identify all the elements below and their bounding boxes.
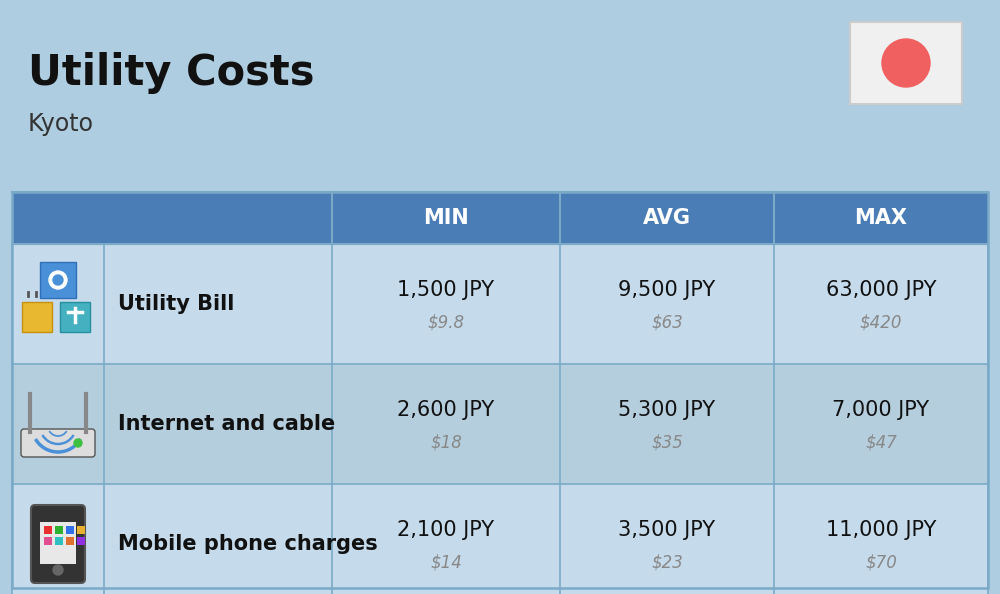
Bar (12, 192, 988, 588)
FancyBboxPatch shape (21, 429, 95, 457)
Bar (44, 537, 52, 545)
Bar (560, 192, 774, 244)
Bar (40, 522, 76, 564)
Text: 1,500 JPY: 1,500 JPY (397, 280, 495, 300)
Text: 11,000 JPY: 11,000 JPY (826, 520, 936, 540)
Text: Internet and cable: Internet and cable (118, 414, 335, 434)
Text: $420: $420 (860, 313, 902, 331)
Text: 7,000 JPY: 7,000 JPY (832, 400, 930, 420)
Text: Kyoto: Kyoto (28, 112, 94, 136)
Bar (22, 302, 52, 332)
Bar (77, 537, 85, 545)
Bar (60, 302, 90, 332)
Text: $9.8: $9.8 (427, 313, 465, 331)
FancyBboxPatch shape (31, 505, 85, 583)
Text: $47: $47 (865, 433, 897, 451)
Text: 2,100 JPY: 2,100 JPY (397, 520, 495, 540)
Text: 9,500 JPY: 9,500 JPY (618, 280, 716, 300)
Bar (66, 526, 74, 534)
FancyBboxPatch shape (850, 22, 962, 104)
Bar (12, 192, 332, 244)
Text: MAX: MAX (854, 208, 908, 228)
Circle shape (74, 439, 82, 447)
Circle shape (53, 275, 63, 285)
Text: Utility Bill: Utility Bill (118, 294, 234, 314)
Bar (12, 244, 988, 364)
Text: 5,300 JPY: 5,300 JPY (618, 400, 716, 420)
Text: $35: $35 (651, 433, 683, 451)
Text: Utility Costs: Utility Costs (28, 52, 314, 94)
Text: $14: $14 (430, 553, 462, 571)
Text: $23: $23 (651, 553, 683, 571)
Bar (774, 192, 988, 244)
Bar (55, 537, 63, 545)
Bar (332, 192, 560, 244)
Text: $18: $18 (430, 433, 462, 451)
Bar (55, 526, 63, 534)
Circle shape (49, 271, 67, 289)
Text: $63: $63 (651, 313, 683, 331)
Bar (44, 526, 52, 534)
Text: $70: $70 (865, 553, 897, 571)
Circle shape (53, 565, 63, 575)
Text: 2,600 JPY: 2,600 JPY (397, 400, 495, 420)
Text: Mobile phone charges: Mobile phone charges (118, 534, 378, 554)
Text: MIN: MIN (423, 208, 469, 228)
Bar (12, 484, 988, 594)
Text: 3,500 JPY: 3,500 JPY (618, 520, 716, 540)
Bar (77, 526, 85, 534)
Circle shape (882, 39, 930, 87)
Bar (12, 364, 988, 484)
Bar (66, 537, 74, 545)
Text: AVG: AVG (643, 208, 691, 228)
Bar (40, 262, 76, 298)
Text: 63,000 JPY: 63,000 JPY (826, 280, 936, 300)
